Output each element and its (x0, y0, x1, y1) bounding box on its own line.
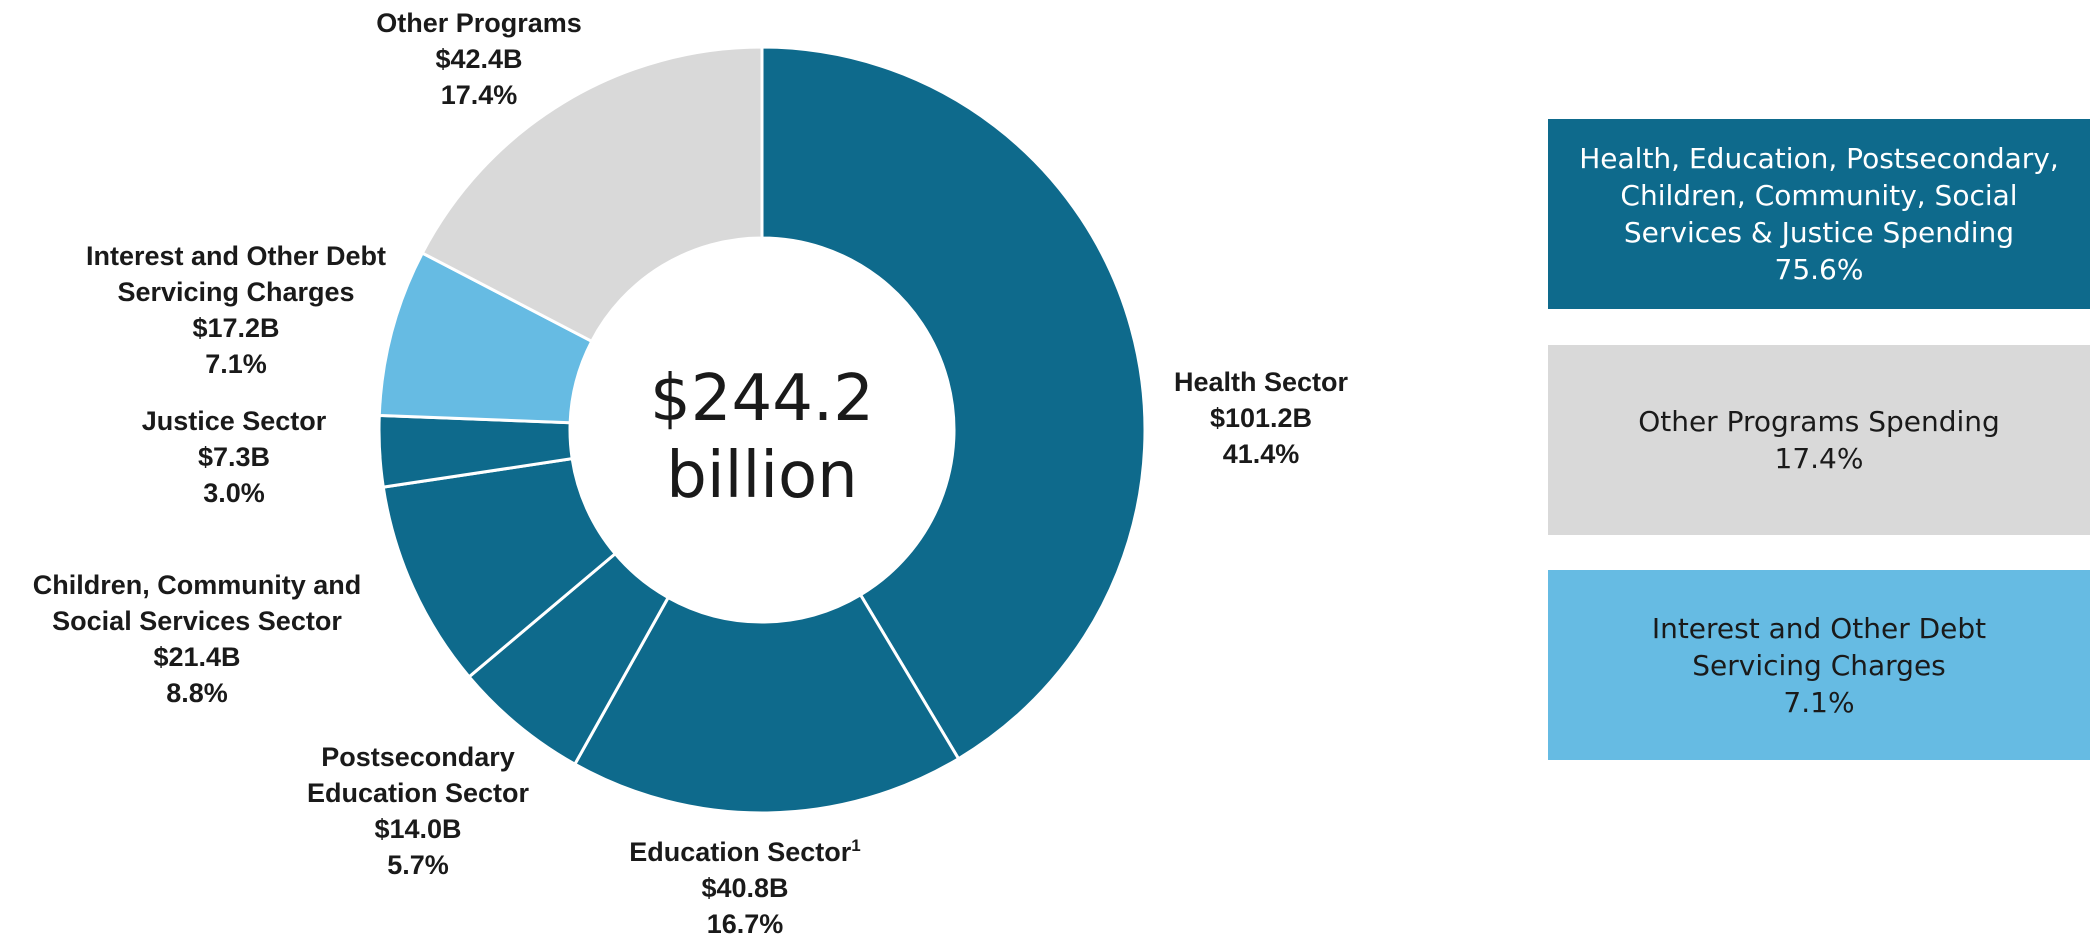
slice-education-sector (572, 592, 961, 815)
center-total-line-2: billion (666, 439, 857, 513)
label-interest-and-other-debt-servicing-charges-amount: $17.2B (192, 313, 279, 343)
label-other-programs-amount: $42.4B (435, 44, 522, 74)
label-other-programs-percent: 17.4% (441, 80, 518, 110)
legend-box-debt-interest-percent: 7.1% (1783, 685, 1855, 719)
legend-box-public-services-percent: 75.6% (1774, 253, 1864, 286)
legend-box-public-services-line-3: Services & Justice Spending (1623, 216, 2015, 249)
legend-box-public-services: Health, Education, Postsecondary, Childr… (1548, 119, 2090, 309)
label-interest-and-other-debt-servicing-charges-name: Interest and Other Debt (86, 241, 386, 271)
label-children-community-and-social-services-sector-percent: 8.8% (166, 678, 228, 708)
legend-box-public-services-line-2: Children, Community, Social (1620, 179, 2018, 212)
legend-box-public-services-line-1: Health, Education, Postsecondary, (1579, 142, 2059, 175)
label-postsecondary-education-sector-name: Education Sector (307, 778, 530, 808)
slice-health-sector (760, 45, 1147, 761)
legend-box-debt-interest: Interest and Other Debt Servicing Charge… (1548, 570, 2090, 760)
label-postsecondary-education-sector-name: Postsecondary (321, 742, 515, 772)
label-health-sector-name: Health Sector (1174, 367, 1349, 397)
donut-chart: Health Sector $101.2B 41.4% Education Secto… (33, 8, 1349, 939)
legend-box-debt-interest-line-1: Interest and Other Debt (1651, 611, 1987, 645)
label-children-community-and-social-services-sector-name: Children, Community and (33, 570, 362, 600)
label-health-sector-percent: 41.4% (1223, 439, 1300, 469)
label-education-sector-amount: $40.8B (701, 873, 788, 903)
legend-box-other-programs-line-1: Other Programs Spending (1638, 405, 2000, 438)
center-total-line-1: $244.2 (650, 362, 874, 436)
label-justice-sector-amount: $7.3B (198, 442, 270, 472)
label-education-sector-footnote-marker: 1 (851, 836, 860, 855)
label-justice-sector-name: Justice Sector (142, 406, 327, 436)
legend-box-debt-interest-line-2: Servicing Charges (1692, 648, 1946, 682)
label-children-community-and-social-services-sector-name: Social Services Sector (52, 606, 342, 636)
legend-box-other-programs: Other Programs Spending 17.4% (1548, 345, 2090, 535)
slice-other-programs (420, 45, 764, 344)
label-health-sector-amount: $101.2B (1210, 403, 1312, 433)
donut-slices (377, 45, 1147, 815)
label-interest-and-other-debt-servicing-charges-name: Servicing Charges (117, 277, 354, 307)
slice-labels: Health Sector $101.2B 41.4% Education Secto… (33, 8, 1349, 939)
label-justice-sector-percent: 3.0% (203, 478, 265, 508)
label-education-sector-percent: 16.7% (707, 909, 784, 939)
label-postsecondary-education-sector-percent: 5.7% (387, 850, 449, 880)
label-other-programs-name: Other Programs (376, 8, 582, 38)
label-education-sector-name: Education Sector1 (629, 836, 861, 867)
label-postsecondary-education-sector-amount: $14.0B (374, 814, 461, 844)
label-interest-and-other-debt-servicing-charges-percent: 7.1% (205, 349, 267, 379)
label-children-community-and-social-services-sector-amount: $21.4B (153, 642, 240, 672)
legend-box-other-programs-percent: 17.4% (1774, 442, 1864, 475)
